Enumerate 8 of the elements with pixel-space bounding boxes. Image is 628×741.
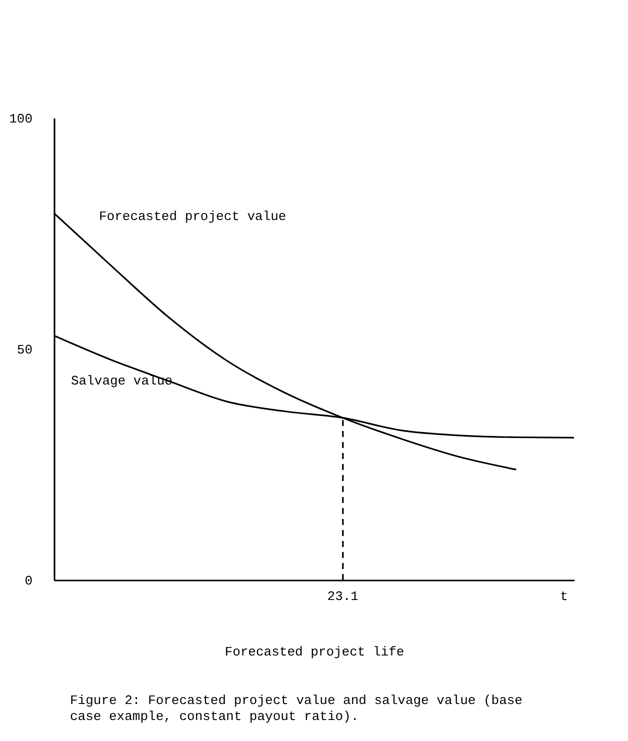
y-tick-label: 0 [24, 574, 32, 588]
y-tick-label: 50 [16, 342, 32, 358]
x-axis-title: Forecasted project life [224, 644, 404, 660]
y-tick-label: 100 [9, 112, 32, 126]
text: t [560, 589, 568, 604]
text: 23.1 [327, 589, 359, 604]
series-label: Forecasted project value [99, 209, 286, 224]
text: Figure 2: Forecasted project value and salvage value (base case example, constant payout ratio). [70, 693, 524, 724]
